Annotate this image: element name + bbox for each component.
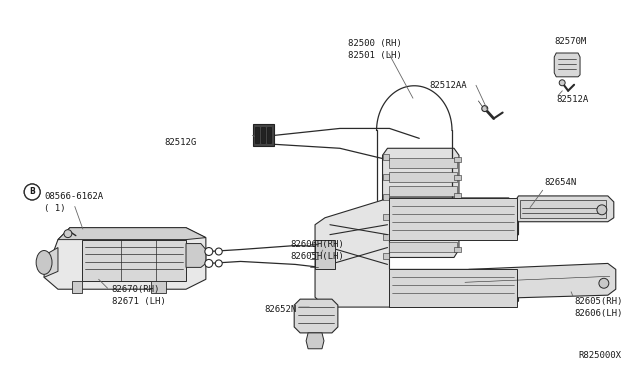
Text: 82606H(RH): 82606H(RH) (290, 240, 344, 248)
Polygon shape (390, 172, 457, 182)
Polygon shape (390, 228, 457, 238)
Bar (390, 198, 516, 240)
Text: 82512A: 82512A (556, 95, 588, 104)
Text: 82512AA: 82512AA (429, 81, 467, 90)
Text: 82654N: 82654N (544, 178, 577, 187)
Text: 08566-6162A: 08566-6162A (44, 192, 103, 201)
Text: 82670(RH): 82670(RH) (111, 285, 160, 294)
Text: ( 1): ( 1) (44, 204, 65, 213)
Polygon shape (390, 186, 457, 196)
Text: 82606(LH): 82606(LH) (574, 309, 623, 318)
Circle shape (559, 80, 565, 86)
Ellipse shape (36, 250, 52, 274)
Circle shape (24, 184, 40, 200)
Polygon shape (315, 198, 518, 307)
Polygon shape (454, 157, 461, 162)
Polygon shape (390, 214, 457, 224)
Polygon shape (454, 193, 461, 198)
Polygon shape (72, 281, 82, 293)
Circle shape (205, 259, 213, 267)
Text: 82512G: 82512G (164, 138, 197, 147)
Polygon shape (383, 234, 390, 240)
Bar (315, 240, 335, 269)
Polygon shape (390, 241, 457, 251)
Text: 82605H(LH): 82605H(LH) (290, 251, 344, 260)
Bar (82, 240, 186, 281)
Polygon shape (44, 247, 58, 277)
Polygon shape (294, 299, 338, 333)
Polygon shape (461, 263, 616, 299)
Text: B: B (29, 187, 35, 196)
Polygon shape (383, 214, 390, 220)
Polygon shape (390, 158, 457, 168)
Bar (268, 128, 271, 143)
Polygon shape (186, 244, 206, 267)
Polygon shape (454, 211, 461, 216)
Polygon shape (58, 228, 206, 240)
Polygon shape (383, 154, 390, 160)
Polygon shape (383, 148, 459, 257)
Polygon shape (454, 247, 461, 251)
Bar (262, 128, 266, 143)
Text: 82671 (LH): 82671 (LH) (111, 297, 165, 306)
Circle shape (24, 184, 40, 200)
Polygon shape (554, 53, 580, 77)
Bar (255, 128, 259, 143)
Circle shape (215, 248, 222, 255)
Polygon shape (306, 333, 324, 349)
Polygon shape (454, 175, 461, 180)
Circle shape (597, 205, 607, 215)
Text: 82605(RH): 82605(RH) (574, 297, 623, 306)
Polygon shape (151, 281, 166, 293)
Bar (390, 269, 516, 307)
Polygon shape (390, 200, 457, 210)
Circle shape (215, 260, 222, 267)
Text: 82500 (RH): 82500 (RH) (348, 39, 401, 48)
Circle shape (64, 230, 72, 238)
Polygon shape (383, 174, 390, 180)
Circle shape (482, 106, 488, 112)
Text: R825000X: R825000X (578, 351, 621, 360)
Circle shape (599, 278, 609, 288)
Text: 82570M: 82570M (554, 37, 586, 46)
Text: 82501 (LH): 82501 (LH) (348, 51, 401, 60)
Polygon shape (383, 253, 390, 259)
Polygon shape (515, 196, 614, 222)
Circle shape (205, 247, 213, 256)
Text: B: B (29, 187, 35, 196)
Polygon shape (44, 228, 206, 289)
Bar (253, 125, 275, 146)
Polygon shape (454, 229, 461, 234)
Bar (520, 200, 606, 218)
Polygon shape (383, 194, 390, 200)
Text: 82652N: 82652N (264, 305, 296, 314)
